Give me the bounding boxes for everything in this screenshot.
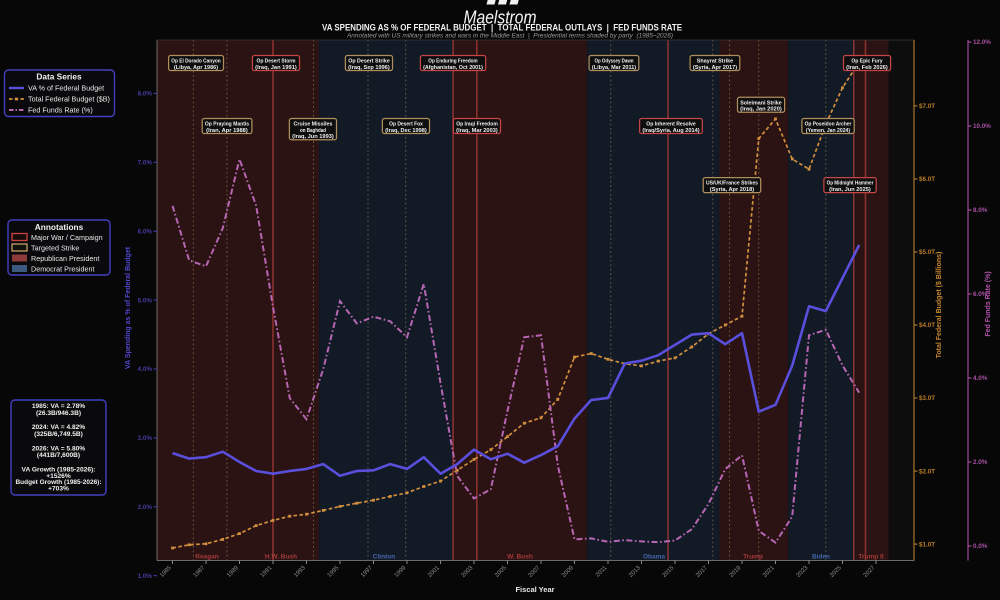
svg-text:6.0%: 6.0% xyxy=(138,228,153,235)
svg-text:(Libya, Mar 2011): (Libya, Mar 2011) xyxy=(592,65,636,71)
svg-text:Budget Growth (1985-2026):: Budget Growth (1985-2026): xyxy=(16,479,102,486)
svg-text:on Baghdad: on Baghdad xyxy=(300,128,326,134)
svg-text:$4.0T: $4.0T xyxy=(919,322,935,329)
svg-text:(Iran, Jun 2025): (Iran, Jun 2025) xyxy=(829,187,871,193)
svg-text:Democrat President: Democrat President xyxy=(31,265,95,274)
svg-text:2026: VA = 5.80%: 2026: VA = 5.80% xyxy=(32,445,85,452)
svg-text:Op Desert Strike: Op Desert Strike xyxy=(348,59,390,65)
svg-text:4.0%: 4.0% xyxy=(138,366,153,373)
svg-text:(325B/6,749.5B): (325B/6,749.5B) xyxy=(34,431,83,438)
svg-text:W. Bush: W. Bush xyxy=(507,554,533,561)
svg-text:Total Federal Budget ($ Billio: Total Federal Budget ($ Billions) xyxy=(936,252,943,359)
svg-text:Fed Funds Rate (%): Fed Funds Rate (%) xyxy=(985,271,992,336)
svg-text:Republican President: Republican President xyxy=(31,254,99,263)
svg-text:(441B/7,600B): (441B/7,600B) xyxy=(37,452,80,459)
svg-text:Targeted Strike: Targeted Strike xyxy=(31,244,79,253)
svg-text:6.0%: 6.0% xyxy=(973,291,988,298)
svg-text:(26.3B/946.3B): (26.3B/946.3B) xyxy=(36,410,81,417)
svg-text:3.0%: 3.0% xyxy=(138,435,153,442)
svg-text:Op Praying Mantis: Op Praying Mantis xyxy=(205,122,249,128)
svg-text:Op Enduring Freedom: Op Enduring Freedom xyxy=(428,59,477,65)
svg-text:7.0%: 7.0% xyxy=(138,160,153,167)
svg-text:Op Poseidon Archer: Op Poseidon Archer xyxy=(805,122,853,128)
svg-text:$1.0T: $1.0T xyxy=(919,541,935,548)
svg-text:(Iran, Feb 2026): (Iran, Feb 2026) xyxy=(846,65,888,71)
svg-text:(Iraq, Jan 2020): (Iraq, Jan 2020) xyxy=(740,107,782,113)
svg-text:Op Midnight Hammer: Op Midnight Hammer xyxy=(827,181,874,187)
svg-text:Major War / Campaign: Major War / Campaign xyxy=(31,233,103,242)
svg-text:$5.0T: $5.0T xyxy=(919,249,935,256)
svg-text:$7.0T: $7.0T xyxy=(919,103,935,110)
svg-text:0.0%: 0.0% xyxy=(973,543,988,550)
svg-text:Maelstrom: Maelstrom xyxy=(464,7,537,28)
svg-text:Fed Funds Rate (%): Fed Funds Rate (%) xyxy=(28,106,93,115)
svg-text:$6.0T: $6.0T xyxy=(919,176,935,183)
svg-text:(Iraq, Jun 1993): (Iraq, Jun 1993) xyxy=(292,134,334,140)
svg-text:VA Spending as % of Federal Bu: VA Spending as % of Federal Budget xyxy=(125,246,132,369)
svg-text:Biden: Biden xyxy=(812,554,830,561)
svg-text:10.0%: 10.0% xyxy=(973,123,991,130)
svg-text:(Yemen, Jan 2024): (Yemen, Jan 2024) xyxy=(806,128,850,134)
svg-text:Data Series: Data Series xyxy=(36,72,82,82)
svg-text:Clinton: Clinton xyxy=(373,554,395,561)
svg-text:(Libya, Apr 1986): (Libya, Apr 1986) xyxy=(174,65,218,71)
svg-text:(Iraq, Jan 1991): (Iraq, Jan 1991) xyxy=(255,65,297,71)
svg-text:Cruise Missiles: Cruise Missiles xyxy=(294,122,333,128)
svg-text:Op Desert Fox: Op Desert Fox xyxy=(389,122,424,128)
svg-text:Op Iraqi Freedom: Op Iraqi Freedom xyxy=(456,122,498,128)
svg-text:Shayrat Strike: Shayrat Strike xyxy=(697,59,733,65)
svg-text:(Iraq/Syria, Aug 2014): (Iraq/Syria, Aug 2014) xyxy=(642,128,699,134)
svg-text:(Iraq, Sep 1996): (Iraq, Sep 1996) xyxy=(348,65,390,71)
svg-text:Soleimani Strike: Soleimani Strike xyxy=(740,100,782,106)
svg-text:Op Odyssey Dawn: Op Odyssey Dawn xyxy=(595,59,634,65)
svg-text:$2.0T: $2.0T xyxy=(919,468,935,475)
svg-text:Total Federal Budget ($B): Total Federal Budget ($B) xyxy=(28,95,110,104)
svg-text:(Iraq, Dec 1998): (Iraq, Dec 1998) xyxy=(385,128,427,134)
svg-text:VA Growth (1985-2026):: VA Growth (1985-2026): xyxy=(22,467,96,474)
svg-text:8.0%: 8.0% xyxy=(973,207,988,214)
svg-text:Op Epic Fury: Op Epic Fury xyxy=(851,59,883,65)
svg-text:H.W. Bush: H.W. Bush xyxy=(265,554,297,561)
svg-text:1.0%: 1.0% xyxy=(138,573,153,580)
svg-text:2.0%: 2.0% xyxy=(138,504,153,511)
svg-text:Trump: Trump xyxy=(743,554,763,561)
svg-text:2024: VA = 4.82%: 2024: VA = 4.82% xyxy=(32,424,85,431)
svg-text:Reagan: Reagan xyxy=(195,554,219,561)
svg-text:VA % of Federal Budget: VA % of Federal Budget xyxy=(28,84,104,93)
svg-text:1985: VA = 2.78%: 1985: VA = 2.78% xyxy=(32,403,85,410)
svg-text:2.0%: 2.0% xyxy=(973,459,988,466)
svg-text:5.0%: 5.0% xyxy=(138,297,153,304)
svg-text:(Syria, Apr 2017): (Syria, Apr 2017) xyxy=(693,65,737,71)
svg-text:Op El Dorado Canyon: Op El Dorado Canyon xyxy=(171,59,221,65)
svg-text:4.0%: 4.0% xyxy=(973,375,988,382)
svg-text:$3.0T: $3.0T xyxy=(919,395,935,402)
svg-text:+1526%: +1526% xyxy=(46,473,71,480)
svg-text:VA SPENDING AS % OF FEDERAL BU: VA SPENDING AS % OF FEDERAL BUDGET | TOT… xyxy=(322,23,682,33)
svg-text:Op Inherent Resolve: Op Inherent Resolve xyxy=(646,122,695,128)
svg-text:(Afghanistan, Oct 2001): (Afghanistan, Oct 2001) xyxy=(423,65,483,71)
svg-text:Trump II: Trump II xyxy=(858,554,883,561)
svg-text:US/UK/France Strikes: US/UK/France Strikes xyxy=(706,181,758,187)
svg-text:(Iraq, Mar 2003): (Iraq, Mar 2003) xyxy=(456,128,498,134)
svg-text:+703%: +703% xyxy=(48,485,69,492)
svg-text:(Syria, Apr 2018): (Syria, Apr 2018) xyxy=(710,187,754,193)
svg-text:Obama: Obama xyxy=(643,554,665,561)
svg-text:(Iran, Apr 1988): (Iran, Apr 1988) xyxy=(206,128,248,134)
svg-text:Fiscal Year: Fiscal Year xyxy=(515,585,554,594)
svg-text:Op Desert Storm: Op Desert Storm xyxy=(257,59,296,65)
svg-text:Annotations: Annotations xyxy=(35,222,84,232)
svg-text:Annotated with US military str: Annotated with US military strikes and w… xyxy=(346,33,673,40)
svg-text:12.0%: 12.0% xyxy=(973,39,991,46)
svg-text:8.0%: 8.0% xyxy=(138,91,153,98)
